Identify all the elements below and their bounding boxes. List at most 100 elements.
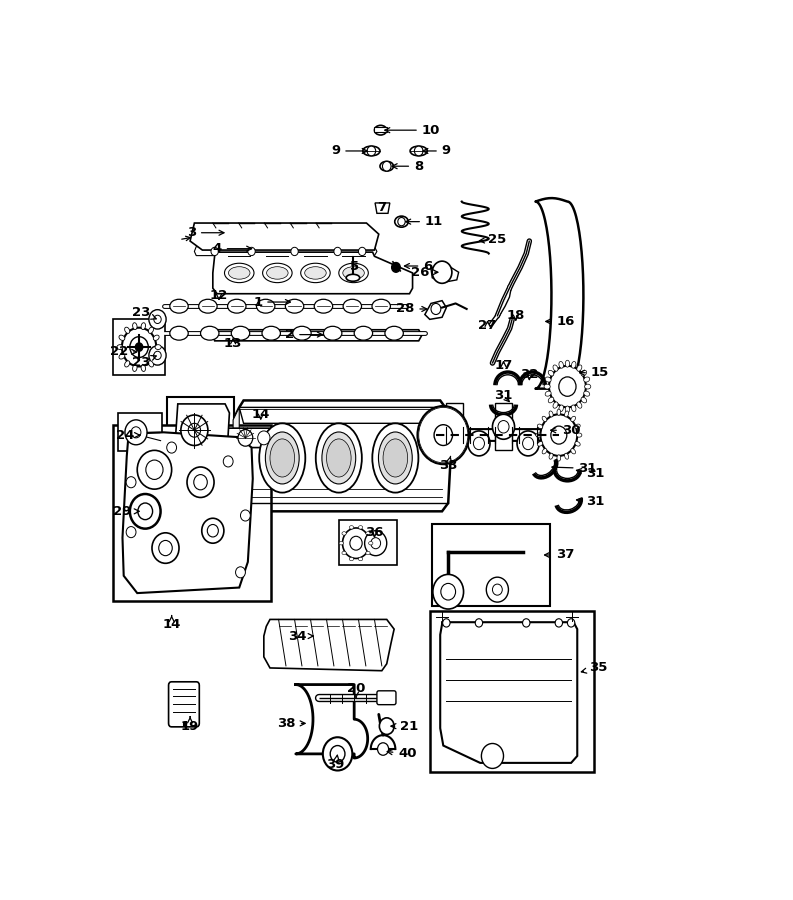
Text: 32: 32 [520,368,538,382]
Ellipse shape [259,423,305,492]
Ellipse shape [322,432,356,484]
Ellipse shape [141,364,146,372]
Ellipse shape [572,405,576,411]
Ellipse shape [362,146,380,156]
Circle shape [323,737,352,770]
Ellipse shape [354,327,373,340]
Circle shape [122,328,156,366]
Circle shape [358,248,366,256]
Circle shape [492,584,502,595]
Ellipse shape [148,361,154,367]
Ellipse shape [266,266,288,279]
Circle shape [551,426,567,444]
Ellipse shape [314,300,333,313]
Ellipse shape [383,439,408,477]
Circle shape [425,414,462,456]
Ellipse shape [584,384,591,389]
Ellipse shape [366,532,370,536]
Ellipse shape [170,300,188,313]
Text: 31: 31 [494,389,513,402]
Ellipse shape [575,442,580,446]
Circle shape [377,742,389,755]
Ellipse shape [545,377,551,382]
Polygon shape [219,428,286,447]
Polygon shape [190,223,379,250]
Ellipse shape [316,423,362,492]
Circle shape [431,303,441,314]
Text: 34: 34 [288,630,313,643]
Ellipse shape [201,327,219,340]
Ellipse shape [339,263,368,283]
Text: 31: 31 [577,495,605,508]
Text: 37: 37 [545,548,574,562]
Circle shape [392,263,400,272]
Ellipse shape [349,526,354,529]
Circle shape [473,437,485,450]
Text: 11: 11 [406,215,443,229]
Ellipse shape [410,146,427,156]
Bar [113,320,165,374]
Bar [374,127,387,132]
Ellipse shape [380,161,393,171]
Circle shape [432,261,452,284]
Ellipse shape [571,448,576,454]
Circle shape [236,567,245,578]
Text: 31: 31 [577,467,605,480]
Text: 33: 33 [439,456,458,472]
Ellipse shape [148,328,154,333]
Text: 16: 16 [546,315,576,328]
Ellipse shape [125,328,130,333]
Circle shape [291,248,298,256]
Circle shape [417,406,469,464]
Ellipse shape [544,384,550,389]
Ellipse shape [342,551,347,554]
Circle shape [126,477,136,488]
Text: 23: 23 [132,306,156,319]
Circle shape [258,431,270,445]
Ellipse shape [385,327,404,340]
Ellipse shape [153,335,159,340]
Text: 36: 36 [366,526,384,538]
Circle shape [238,429,253,446]
Ellipse shape [557,410,561,415]
Circle shape [130,337,148,357]
Circle shape [523,437,534,450]
Ellipse shape [343,266,364,279]
Circle shape [568,618,575,627]
Circle shape [137,450,171,490]
Text: 29: 29 [113,505,140,518]
Ellipse shape [565,360,569,367]
Circle shape [201,518,224,544]
Ellipse shape [324,327,342,340]
Ellipse shape [542,417,547,421]
Ellipse shape [266,432,299,484]
Circle shape [365,531,387,555]
Circle shape [193,474,207,490]
Circle shape [415,146,423,156]
Polygon shape [239,408,448,423]
Text: 19: 19 [181,716,199,733]
Circle shape [379,718,394,734]
Ellipse shape [559,405,563,411]
Text: 6: 6 [404,259,432,273]
Circle shape [188,423,201,437]
Circle shape [181,415,208,446]
Text: 27: 27 [478,320,496,332]
Circle shape [371,537,381,549]
Circle shape [149,310,166,329]
Circle shape [130,494,160,528]
Text: 40: 40 [387,747,417,760]
Ellipse shape [571,417,576,421]
Ellipse shape [256,300,275,313]
Ellipse shape [572,362,576,368]
Text: 24: 24 [116,428,140,442]
Ellipse shape [577,364,582,371]
Circle shape [224,456,233,467]
Ellipse shape [301,263,330,283]
Circle shape [350,536,362,550]
Circle shape [443,414,465,439]
Ellipse shape [132,364,137,372]
Polygon shape [440,622,577,763]
Text: 7: 7 [377,202,386,214]
Polygon shape [213,252,412,293]
